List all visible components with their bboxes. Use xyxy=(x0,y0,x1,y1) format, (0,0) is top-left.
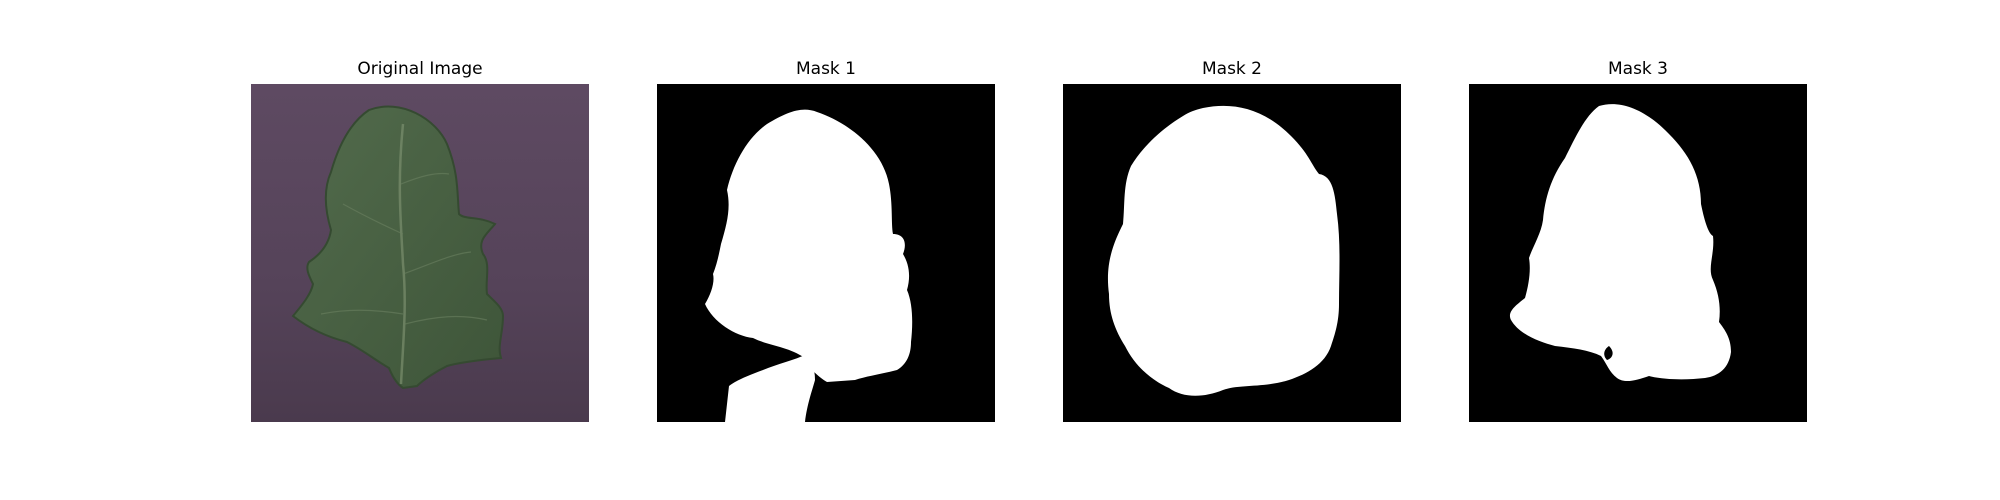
mask-3-image xyxy=(1469,84,1807,422)
mask-3-notch xyxy=(1604,346,1613,360)
mask-1-foreground xyxy=(705,109,913,382)
panel-title-mask-1: Mask 1 xyxy=(795,59,856,79)
original-image-panel xyxy=(251,84,589,422)
leaf-photo xyxy=(251,84,589,422)
mask-1-fragment xyxy=(725,354,815,422)
mask-3-foreground xyxy=(1509,104,1731,382)
mask-2-panel xyxy=(1063,84,1401,422)
mask-1-image xyxy=(657,84,995,422)
panel-title-mask-2: Mask 2 xyxy=(1201,59,1262,79)
leaf-shape xyxy=(291,105,505,390)
leaf-vein xyxy=(320,309,404,315)
mask-2-image xyxy=(1063,84,1401,422)
leaf-vein xyxy=(404,315,488,325)
mask-1-panel xyxy=(657,84,995,422)
leaf-vein xyxy=(342,203,404,235)
mask-3-panel xyxy=(1469,84,1807,422)
mask-1-notch xyxy=(767,346,778,362)
mask-2-foreground xyxy=(1107,105,1340,396)
leaf-midrib xyxy=(398,123,406,385)
mask-3-speck xyxy=(1612,364,1620,372)
panel-title-mask-3: Mask 3 xyxy=(1607,59,1668,79)
leaf-vein xyxy=(402,251,472,275)
leaf-vein xyxy=(400,172,450,185)
panel-title-original: Original Image xyxy=(357,59,483,79)
